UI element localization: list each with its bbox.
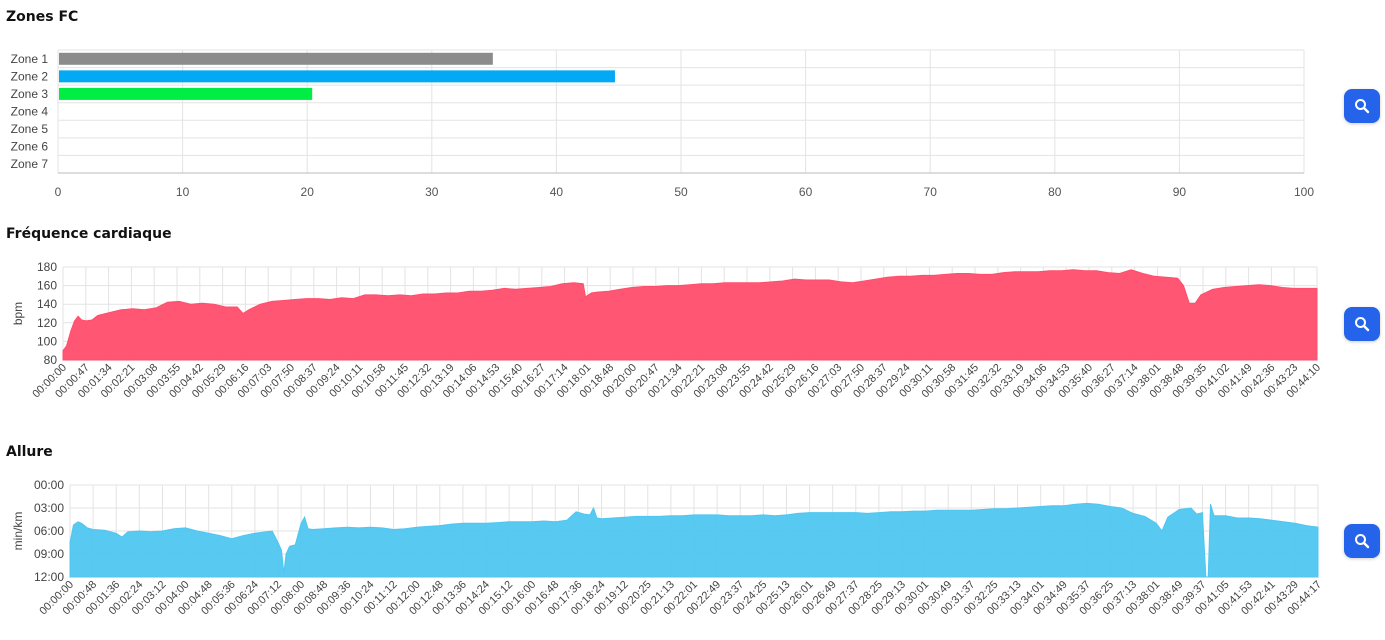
y-tick-label: 06:00 [34, 524, 64, 538]
hr-title: Fréquence cardiaque [6, 226, 172, 242]
y-tick-label: 180 [37, 260, 57, 274]
series-area [69, 502, 1319, 578]
y-tick-label: 80 [44, 353, 58, 367]
y-tick-label: 100 [37, 334, 57, 348]
x-tick-label: 10 [176, 185, 190, 199]
x-tick-label: 60 [799, 185, 813, 199]
y-tick-label: 03:00 [34, 501, 64, 515]
y-axis-label: bpm [11, 302, 25, 325]
zones-title: Zones FC [6, 9, 79, 25]
x-tick-label: 50 [674, 185, 688, 199]
y-axis-label: min/km [11, 512, 25, 551]
x-tick-label: 20 [301, 185, 315, 199]
series-area [62, 269, 1318, 361]
x-tick-label: 30 [425, 185, 439, 199]
pace-chart: 00:0003:0006:0009:0012:0000:00:0000:00:4… [11, 478, 1324, 617]
y-tick-label: Zone 2 [11, 69, 49, 83]
zone-bar [59, 87, 313, 100]
zone-bar [59, 70, 615, 83]
y-tick-label: Zone 4 [11, 105, 49, 119]
x-tick-label: 40 [550, 185, 564, 199]
y-tick-label: 120 [37, 316, 57, 330]
search-icon [1355, 99, 1370, 114]
hr-zoom-button[interactable] [1344, 307, 1380, 341]
zone-bar [59, 52, 493, 65]
y-tick-label: Zone 6 [11, 140, 49, 154]
x-tick-label: 90 [1173, 185, 1187, 199]
x-tick-label: 100 [1294, 185, 1314, 199]
y-tick-label: 12:00 [34, 570, 64, 584]
search-icon [1355, 317, 1370, 332]
x-tick-label: 80 [1048, 185, 1062, 199]
x-tick-label: 0 [55, 185, 62, 199]
y-tick-label: Zone 1 [11, 52, 49, 66]
y-tick-label: Zone 3 [11, 87, 49, 101]
zones-zoom-button[interactable] [1344, 89, 1380, 123]
pace-title: Allure [6, 444, 53, 460]
y-tick-label: 140 [37, 297, 57, 311]
pace-zoom-button[interactable] [1344, 524, 1380, 558]
search-icon [1355, 534, 1370, 549]
hr-chart: 8010012014016018000:00:0000:00:4700:01:3… [11, 260, 1323, 400]
y-tick-label: 00:00 [34, 478, 64, 492]
y-tick-label: Zone 7 [11, 157, 49, 171]
y-tick-label: 09:00 [34, 547, 64, 561]
y-tick-label: 160 [37, 279, 57, 293]
zones-chart: 0 10 20 30 40 50 60 70 80 90 100 Zone 1 Zone 2 Zone 3… [11, 49, 1314, 199]
y-tick-label: Zone 5 [11, 122, 49, 136]
x-tick-label: 70 [924, 185, 938, 199]
